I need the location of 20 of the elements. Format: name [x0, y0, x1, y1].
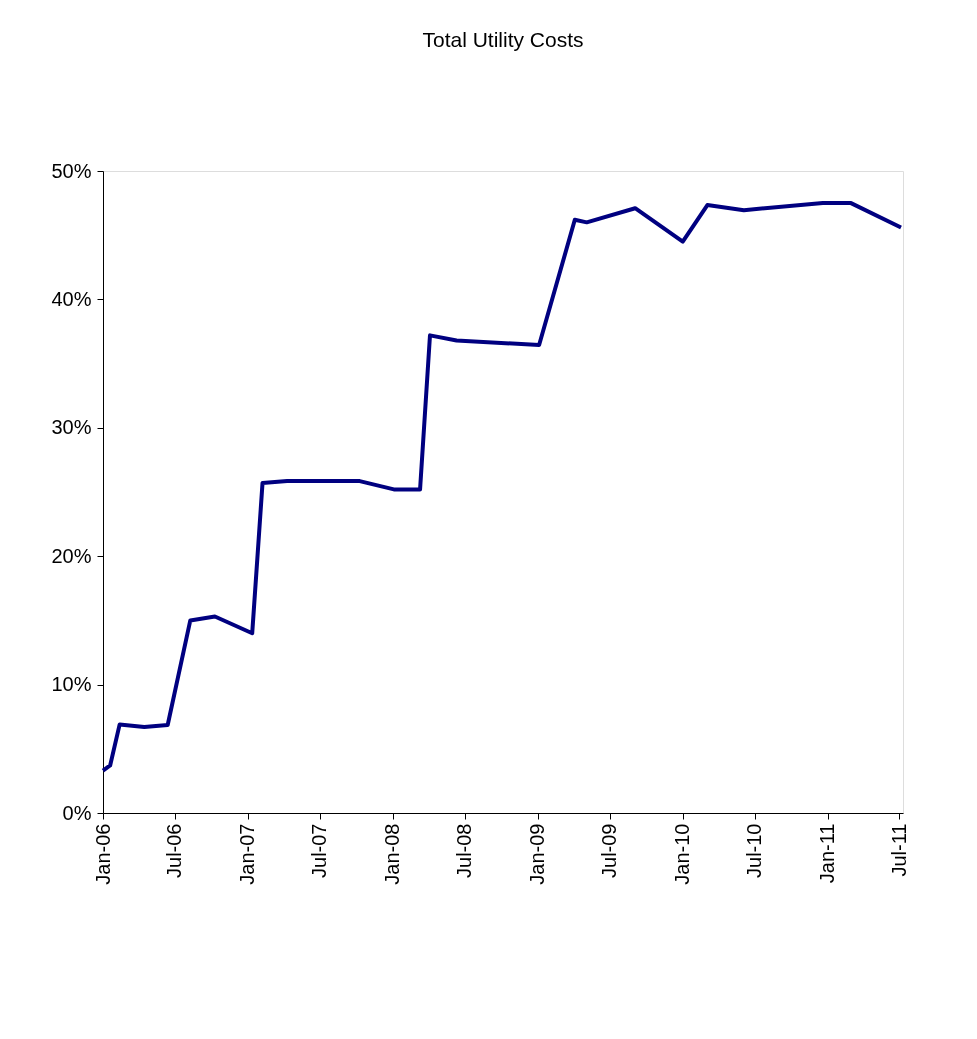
- y-tick-label: 50%: [51, 159, 92, 182]
- x-tick-label: Jul-06: [163, 823, 186, 878]
- y-tick-label: 10%: [51, 673, 92, 696]
- x-tick-label: Jul-10: [743, 823, 766, 878]
- x-tick-label: Jan-11: [816, 823, 839, 884]
- x-tick-label: Jan-09: [526, 823, 549, 885]
- x-tick-label: Jul-08: [453, 823, 476, 878]
- x-tick-label: Jan-08: [381, 823, 404, 885]
- x-tick-label: Jan-06: [91, 823, 114, 885]
- x-tick-label: Jan-07: [236, 823, 259, 885]
- line-series: [101, 201, 904, 773]
- x-tick-label: Jul-09: [598, 823, 621, 878]
- y-tick-label: 40%: [51, 287, 92, 310]
- y-tick-label: 0%: [62, 801, 92, 824]
- chart-title: Total Utility Costs: [422, 28, 584, 51]
- x-tick-label: Jul-11: [887, 823, 910, 877]
- x-tick-label: Jul-07: [308, 823, 331, 878]
- y-tick-label: 20%: [51, 544, 92, 567]
- x-tick-label: Jan-10: [671, 823, 694, 885]
- y-tick-label: 30%: [51, 416, 92, 439]
